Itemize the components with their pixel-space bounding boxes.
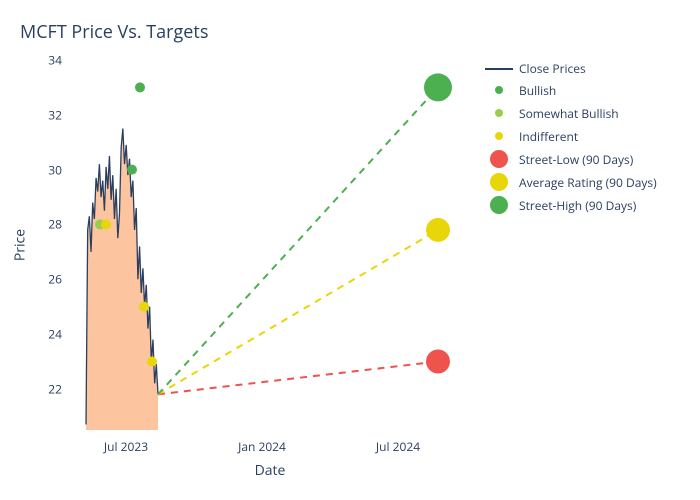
legend-item: Close Prices	[485, 60, 657, 77]
legend-item: Average Rating (90 Days)	[485, 172, 657, 192]
analyst-point	[147, 356, 157, 366]
legend-marker	[485, 80, 513, 100]
legend-label: Street-Low (90 Days)	[519, 151, 633, 168]
legend-marker	[485, 195, 513, 215]
y-tick: 22	[48, 380, 62, 397]
legend-item: Indifferent	[485, 126, 657, 146]
y-tick: 26	[48, 271, 62, 288]
x-tick: Jul 2024	[376, 438, 420, 455]
chart-title: MCFT Price Vs. Targets	[20, 20, 208, 44]
x-axis-label: Date	[255, 461, 286, 480]
y-axis: Price 22242628303234	[0, 60, 70, 430]
chart-container: MCFT Price Vs. Targets Price 22 24 26 28 30 3…	[0, 0, 700, 500]
y-tick: 34	[48, 52, 62, 69]
analyst-point	[101, 219, 111, 229]
legend-label: Bullish	[519, 82, 556, 99]
analyst-point	[135, 82, 145, 92]
legend-item: Street-High (90 Days)	[485, 195, 657, 215]
analyst-point	[127, 165, 137, 175]
target-line-street-low	[158, 361, 438, 394]
legend: Close Prices Bullish Somewhat Bullish Indif…	[485, 60, 657, 218]
target-marker-street-low	[426, 349, 450, 373]
legend-label: Somewhat Bullish	[519, 105, 619, 122]
legend-label: Average Rating (90 Days)	[519, 174, 657, 191]
legend-label: Close Prices	[519, 60, 586, 77]
target-marker-street-high	[424, 73, 452, 101]
y-tick: 32	[48, 106, 62, 123]
close-price-area	[86, 129, 158, 430]
plot-svg	[70, 60, 470, 430]
target-marker-average	[426, 218, 450, 242]
legend-label: Indifferent	[519, 128, 578, 145]
legend-marker	[485, 63, 513, 75]
x-axis: Date Jul 2023 Jan 2024 Jul 2024	[70, 430, 470, 480]
y-axis-label: Price	[11, 229, 30, 261]
target-line-street-high	[158, 87, 438, 394]
y-tick: 28	[48, 216, 62, 233]
legend-label: Street-High (90 Days)	[519, 197, 636, 214]
legend-marker	[485, 149, 513, 169]
legend-item: Street-Low (90 Days)	[485, 149, 657, 169]
y-tick: 24	[48, 326, 62, 343]
legend-item: Somewhat Bullish	[485, 103, 657, 123]
legend-marker	[485, 126, 513, 146]
plot-area	[70, 60, 470, 430]
y-tick: 30	[48, 161, 62, 178]
target-line-average	[158, 230, 438, 394]
x-tick: Jul 2023	[104, 438, 148, 455]
legend-item: Bullish	[485, 80, 657, 100]
x-tick: Jan 2024	[238, 438, 286, 455]
legend-marker	[485, 172, 513, 192]
analyst-point	[139, 302, 149, 312]
legend-marker	[485, 103, 513, 123]
